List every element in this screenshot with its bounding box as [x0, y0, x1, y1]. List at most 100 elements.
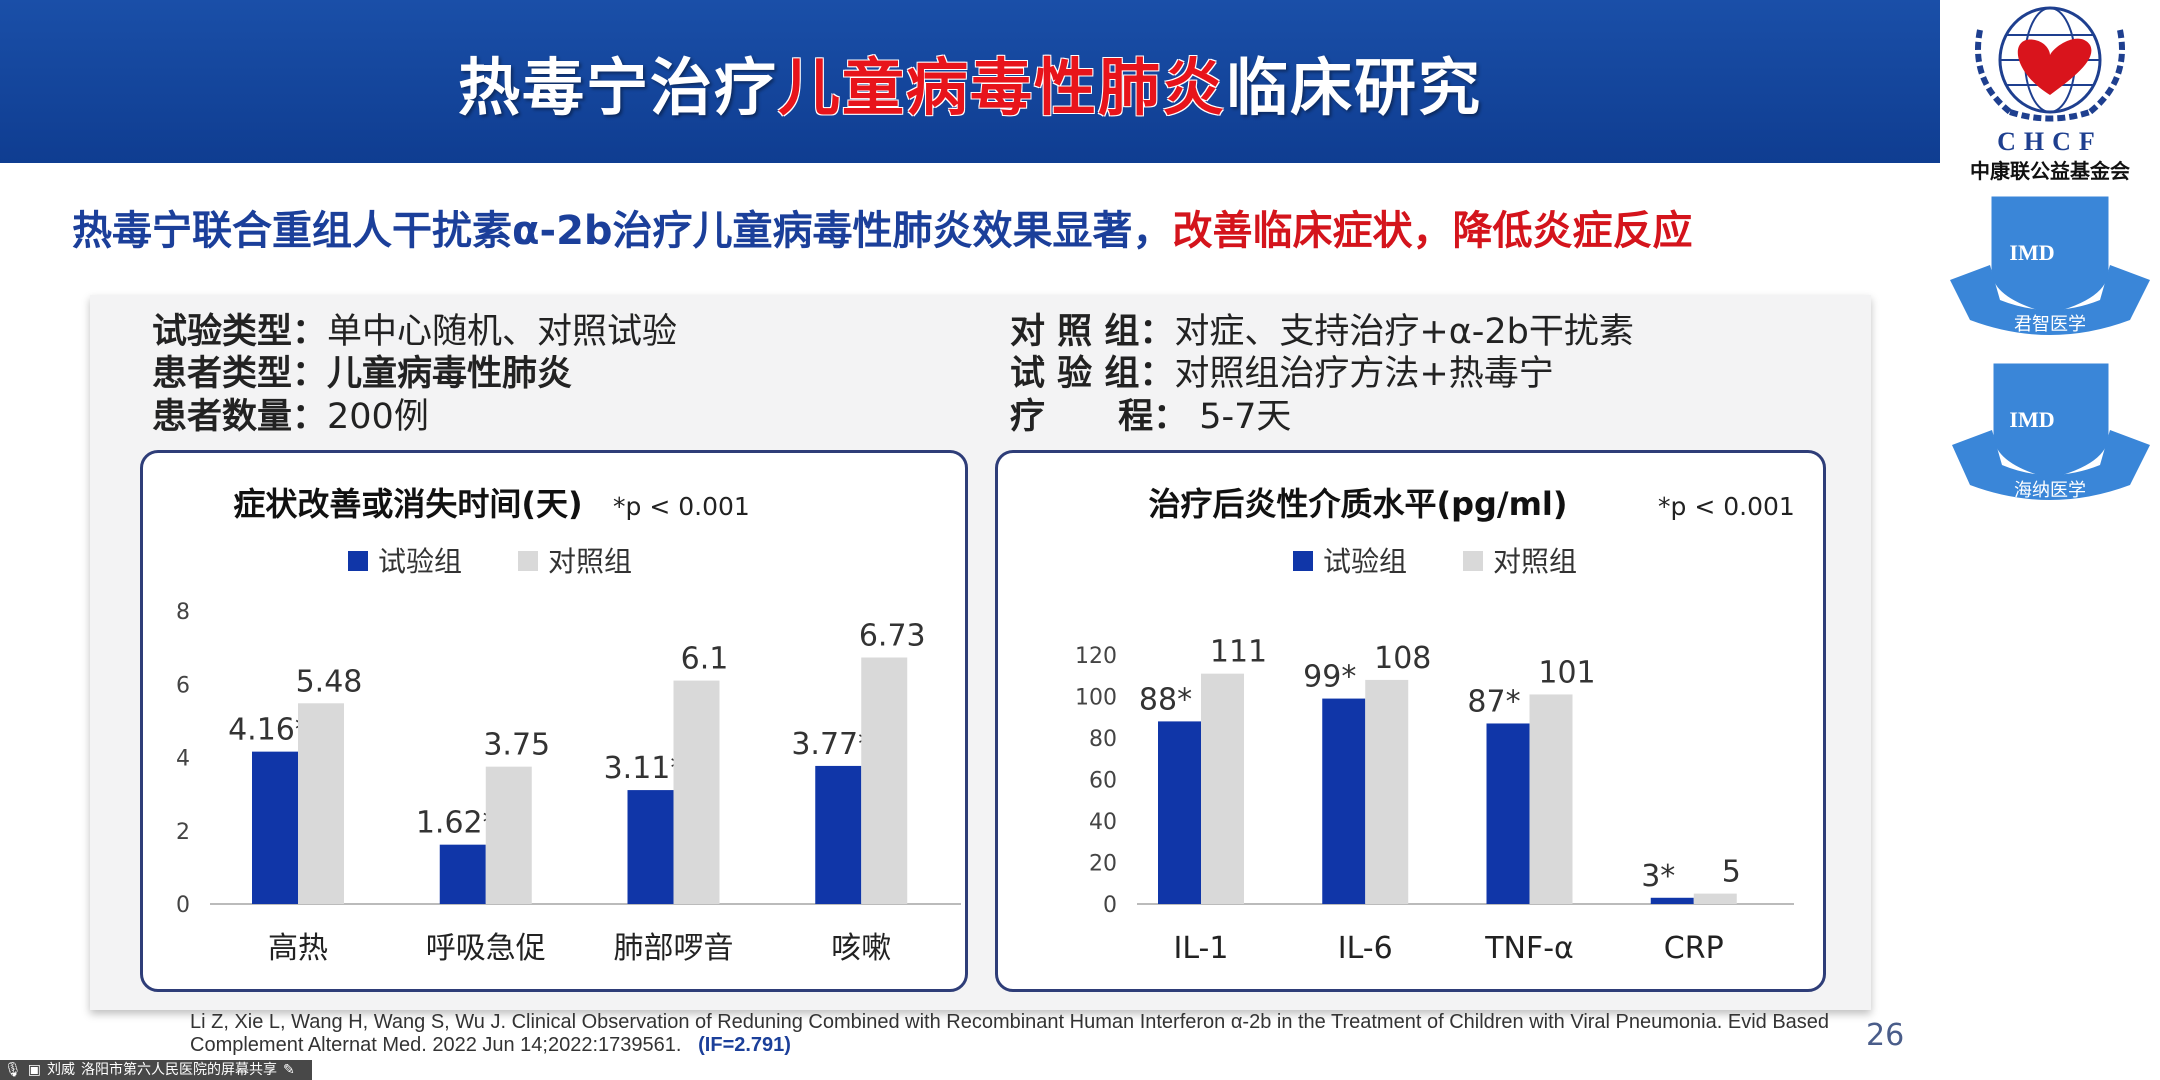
bar: [1486, 723, 1530, 904]
microphone-icon[interactable]: 🎙: [4, 1062, 22, 1078]
screen-icon[interactable]: ▣: [27, 1062, 42, 1078]
bar: [1158, 721, 1201, 904]
y-tick-label: 0: [1103, 893, 1117, 918]
x-tick-label: IL-1: [1174, 931, 1229, 966]
data-label: 3*: [1641, 859, 1675, 894]
bar: [1529, 694, 1573, 904]
info-label: 试验类型：: [152, 312, 328, 352]
info-line: 患者类型：儿童病毒性肺炎: [152, 354, 572, 394]
citation: Li Z, Xie L, Wang H, Wang S, Wu J. Clini…: [190, 1011, 1850, 1057]
share-text: 洛阳市第六人民医院的屏幕共享: [81, 1062, 278, 1078]
data-label: 6.1: [681, 642, 729, 677]
chcf-text: CHCF: [1997, 127, 2103, 156]
data-label: 3.75: [483, 728, 550, 763]
y-tick-label: 20: [1089, 852, 1117, 877]
legend-swatch: [1293, 551, 1313, 571]
info-value: 单中心随机、对照试验: [327, 312, 678, 352]
info-value: 对症、支持治疗+α-2b干扰素: [1174, 312, 1634, 352]
info-value: 200例: [327, 397, 429, 437]
data-label: 5: [1722, 855, 1741, 890]
y-tick-label: 0: [176, 893, 190, 918]
legend-label: 试验组: [1323, 545, 1407, 578]
bar: [815, 765, 862, 904]
share-user: 刘威: [47, 1062, 76, 1078]
info-label: 疗 程：: [1010, 397, 1189, 437]
y-tick-label: 60: [1089, 769, 1117, 794]
data-label: 5.48: [296, 664, 363, 699]
chcf-logo: CHCF 中康联公益基金会 IMD 君智医学 IMD 海纳医学: [1950, 6, 2150, 501]
imd-name: 海纳医学: [2014, 480, 2086, 501]
info-label: 对 照 组：: [1010, 312, 1175, 352]
imd-badge-1: IMD 君智医学: [1950, 193, 2150, 335]
info-label: 患者数量：: [152, 397, 328, 437]
x-tick-label: 呼吸急促: [426, 931, 546, 966]
chart-title: 症状改善或消失时间(天): [233, 485, 582, 523]
impact-factor: (IF=2.791): [698, 1034, 791, 1056]
bar: [627, 790, 674, 904]
p-value-annotation: *p < 0.001: [613, 492, 750, 521]
bar: [1693, 893, 1737, 904]
y-tick-label: 8: [176, 600, 190, 625]
bar: [861, 657, 908, 904]
imd-text: IMD: [2009, 407, 2054, 432]
info-value: 对照组治疗方法+热毒宁: [1174, 354, 1554, 394]
bar: [1201, 673, 1244, 904]
x-tick-label: CRP: [1664, 931, 1724, 966]
x-tick-label: 肺部啰音: [614, 931, 734, 966]
info-value: 5-7天: [1188, 397, 1292, 437]
legend-label: 试验组: [378, 545, 462, 578]
legend-label: 对照组: [548, 545, 632, 578]
data-label: 111: [1210, 635, 1267, 670]
title-part: 临床研究: [1226, 50, 1483, 124]
imd-badge-2: IMD 海纳医学: [1952, 360, 2150, 501]
bar: [673, 680, 720, 904]
info-line: 试 验 组：对照组治疗方法+热毒宁: [1010, 354, 1554, 394]
y-tick-label: 80: [1089, 727, 1117, 752]
data-label: 3.11*: [604, 751, 686, 786]
chart-title: 治疗后炎性介质水平(pg/ml): [1148, 485, 1567, 523]
page-number: 26: [1866, 1018, 1905, 1053]
data-label: 1.62*: [416, 806, 498, 841]
citation-text: Li Z, Xie L, Wang H, Wang S, Wu J. Clini…: [190, 1011, 1830, 1056]
symptom-chart: 症状改善或消失时间(天) *p < 0.001 试验组 对照组 0 2 4 6 8 4.16* 5.…: [176, 485, 961, 966]
info-line: 患者数量：200例: [152, 397, 429, 437]
y-tick-label: 100: [1075, 686, 1117, 711]
symptom-chart-panel: 症状改善或消失时间(天) *p < 0.001 试验组 对照组 0 2 4 6 8 4.16* 5.…: [140, 450, 968, 992]
header-bar: 热毒宁治疗儿童病毒性肺炎临床研究: [0, 0, 1940, 163]
pen-icon[interactable]: ✎: [283, 1062, 295, 1078]
y-tick-label: 40: [1089, 810, 1117, 835]
data-label: 88*: [1139, 682, 1192, 717]
info-value: 儿童病毒性肺炎: [327, 354, 573, 394]
data-label: 101: [1538, 655, 1595, 690]
x-tick-label: 高热: [268, 931, 328, 966]
info-line: 试验类型：单中心随机、对照试验: [152, 312, 677, 352]
bar: [1365, 679, 1409, 904]
y-tick-label: 2: [176, 820, 190, 845]
page-title: 热毒宁治疗儿童病毒性肺炎临床研究: [458, 37, 1482, 127]
screen-share-bar: 🎙 ▣ 刘威 洛阳市第六人民医院的屏幕共享 ✎: [0, 1060, 312, 1080]
data-label: 108: [1374, 641, 1431, 676]
bar: [1650, 897, 1694, 904]
info-label: 试 验 组：: [1010, 354, 1175, 394]
legend-swatch: [348, 551, 368, 571]
inflammation-chart: 治疗后炎性介质水平(pg/ml) *p < 0.001 试验组 对照组 0 20 40 60 8…: [1075, 485, 1795, 966]
subtitle-main: 热毒宁联合重组人干扰素α-2b治疗儿童病毒性肺炎效果显著，: [72, 208, 1173, 254]
logos-panel: CHCF 中康联公益基金会 IMD 君智医学 IMD 海纳医学: [1940, 0, 2160, 640]
x-tick-label: IL-6: [1338, 931, 1393, 966]
data-label: 99*: [1303, 660, 1356, 695]
globe-icon: [1975, 6, 2125, 122]
data-label: 3.77*: [791, 727, 873, 762]
p-value-annotation: *p < 0.001: [1658, 492, 1795, 521]
legend-label: 对照组: [1493, 545, 1577, 578]
bar: [485, 766, 532, 904]
bar: [439, 844, 486, 904]
y-tick-label: 4: [176, 747, 190, 772]
imd-name: 君智医学: [2014, 314, 2086, 335]
bar: [1322, 698, 1366, 904]
legend-swatch: [1463, 551, 1483, 571]
data-label: 87*: [1467, 684, 1520, 719]
inflammation-chart-panel: 治疗后炎性介质水平(pg/ml) *p < 0.001 试验组 对照组 0 20 40 60 8…: [995, 450, 1826, 992]
imd-text: IMD: [2009, 240, 2054, 265]
y-tick-label: 120: [1075, 644, 1117, 669]
data-label: 4.16*: [228, 713, 310, 748]
